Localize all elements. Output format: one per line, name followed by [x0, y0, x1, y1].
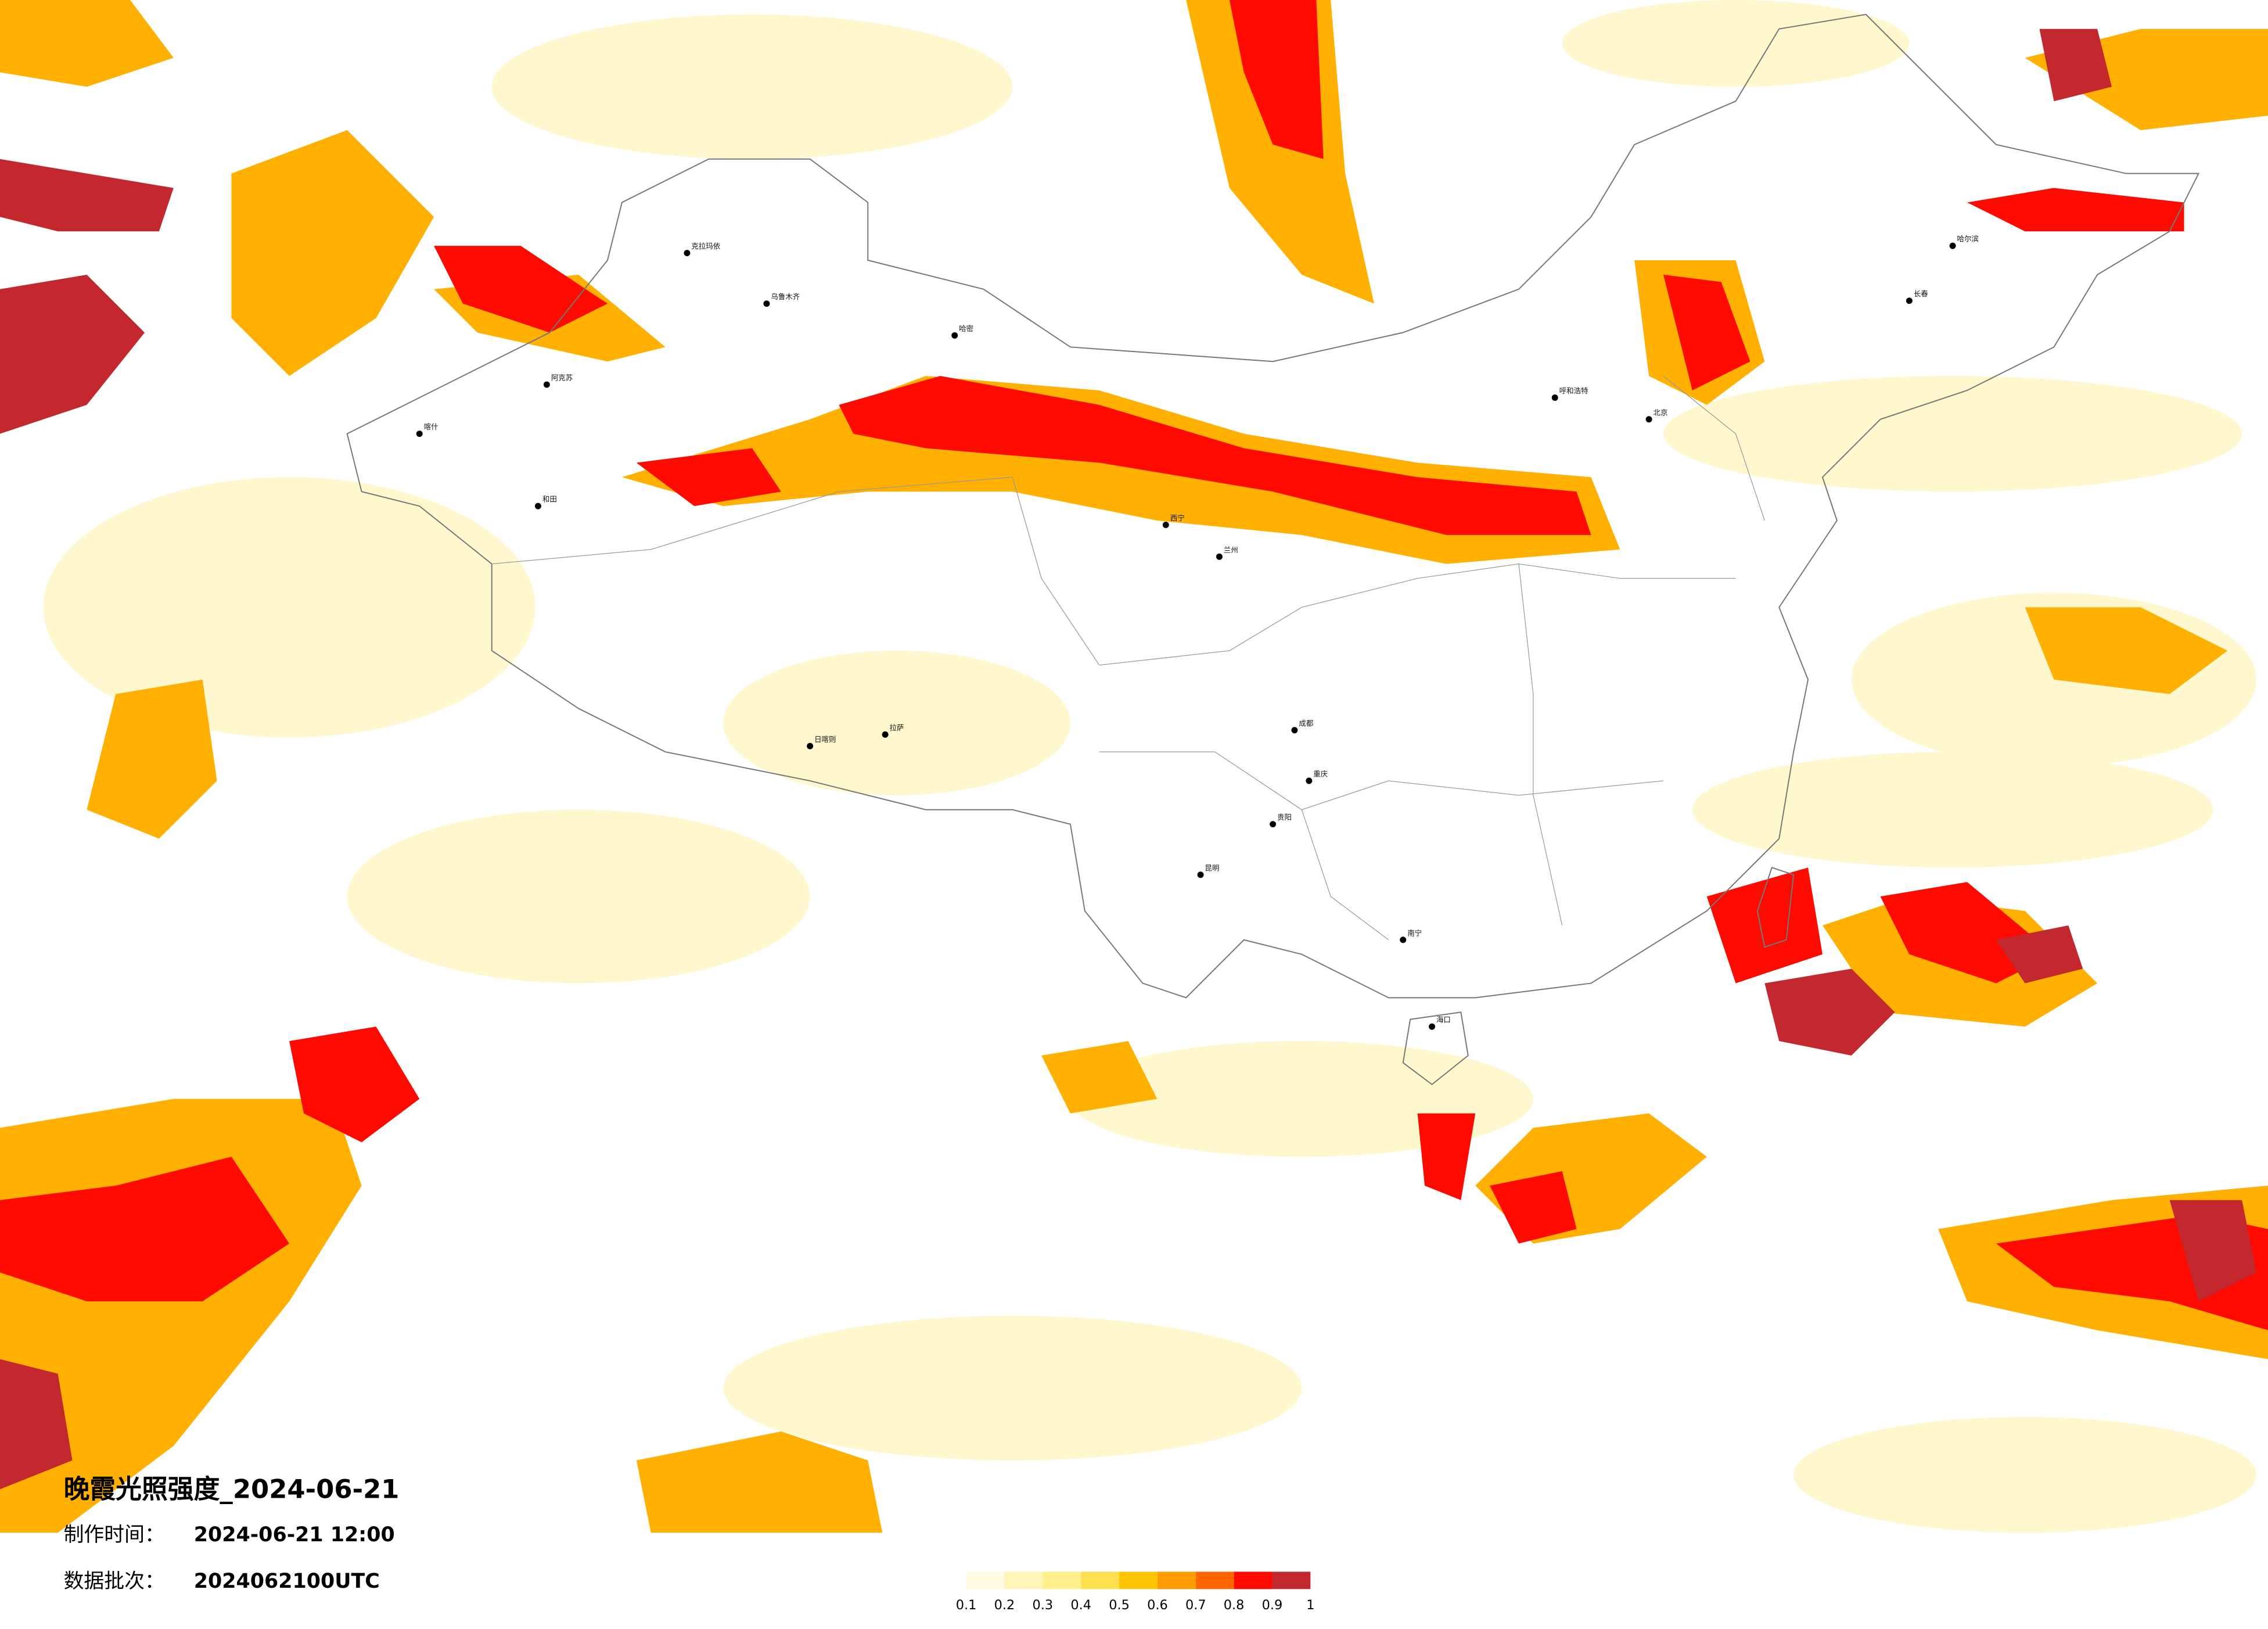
city-label: 哈尔滨 [1957, 235, 1979, 243]
city-label: 阿克苏 [551, 374, 573, 382]
city-dot [1551, 394, 1558, 401]
city-label: 昆明 [1205, 863, 1220, 872]
legend-swatch [1234, 1571, 1273, 1589]
map-title: 晚霞光照强度_2024-06-21 [64, 1474, 400, 1505]
made-label: 制作时间： [64, 1523, 165, 1547]
city-label: 克拉玛依 [691, 242, 720, 250]
city-label: 呼和浩特 [1559, 386, 1588, 395]
city-label: 重庆 [1313, 770, 1328, 778]
legend-tick-label: 0.2 [994, 1598, 1015, 1613]
city-dot [534, 503, 541, 509]
city-label: 海口 [1436, 1016, 1451, 1024]
city-dot [1400, 937, 1407, 943]
city-dot [1291, 727, 1298, 734]
province-borders [491, 375, 1765, 941]
legend-tick-label: 0.1 [956, 1598, 977, 1613]
city-dot [1270, 821, 1277, 828]
city-dot [763, 300, 770, 307]
city-label: 哈密 [959, 324, 973, 333]
city-label: 长春 [1914, 289, 1928, 298]
city-dot [882, 731, 889, 738]
city-label: 南宁 [1407, 928, 1422, 937]
legend-swatch [1081, 1571, 1120, 1589]
city-dot [1216, 553, 1223, 560]
legend-tick-label: 0.6 [1147, 1598, 1168, 1613]
legend-swatch [1195, 1571, 1234, 1589]
taiwan [1756, 867, 1795, 948]
heat-field [0, 0, 2268, 1533]
legend-swatch [1043, 1571, 1081, 1589]
city-dot [416, 430, 423, 437]
city-dot [1949, 242, 1956, 249]
city-label: 北京 [1654, 408, 1668, 417]
city-label: 兰州 [1224, 546, 1238, 554]
city-dot [1645, 416, 1652, 423]
legend-tick-label: 0.7 [1185, 1598, 1206, 1613]
legend-swatch [1119, 1571, 1158, 1589]
city-dot [543, 381, 550, 388]
legend-tick-label: 0.3 [1033, 1598, 1054, 1613]
city-dot [807, 742, 814, 749]
batch: 2024062100UTC [194, 1570, 380, 1593]
city-dot [1197, 871, 1204, 878]
city-dot [951, 332, 958, 339]
country-outline [346, 13, 2200, 999]
legend-swatch [1004, 1571, 1043, 1589]
legend: 0.1 0.2 0.3 0.4 0.5 0.6 0.7 0.8 0.9 1 [956, 1571, 1314, 1613]
city-dot [1162, 521, 1169, 528]
city-label: 和田 [542, 495, 557, 504]
city-dot [1306, 777, 1313, 784]
city-dot [1429, 1023, 1436, 1030]
city-label: 西宁 [1170, 514, 1185, 522]
legend-swatch [1157, 1571, 1196, 1589]
legend-tick-label: 0.8 [1224, 1598, 1245, 1613]
legend-swatch [1272, 1571, 1311, 1589]
city-label: 日喀则 [814, 735, 836, 744]
city-label: 拉萨 [890, 723, 904, 732]
legend-tick-label: 1 [1306, 1598, 1314, 1613]
city-label: 喀什 [424, 422, 438, 431]
hainan [1402, 1011, 1469, 1085]
city-label: 贵阳 [1277, 813, 1292, 821]
city-label: 乌鲁木齐 [771, 292, 800, 301]
city-label: 成都 [1299, 719, 1313, 727]
batch-label: 数据批次： [64, 1570, 165, 1593]
legend-tick-label: 0.5 [1109, 1598, 1130, 1613]
made-time: 2024-06-21 12:00 [194, 1523, 395, 1547]
city-dot [1906, 297, 1913, 304]
legend-tick-label: 0.9 [1262, 1598, 1283, 1613]
legend-tick-label: 0.4 [1070, 1598, 1091, 1613]
legend-swatch [966, 1571, 1005, 1589]
city-dot [684, 250, 691, 257]
